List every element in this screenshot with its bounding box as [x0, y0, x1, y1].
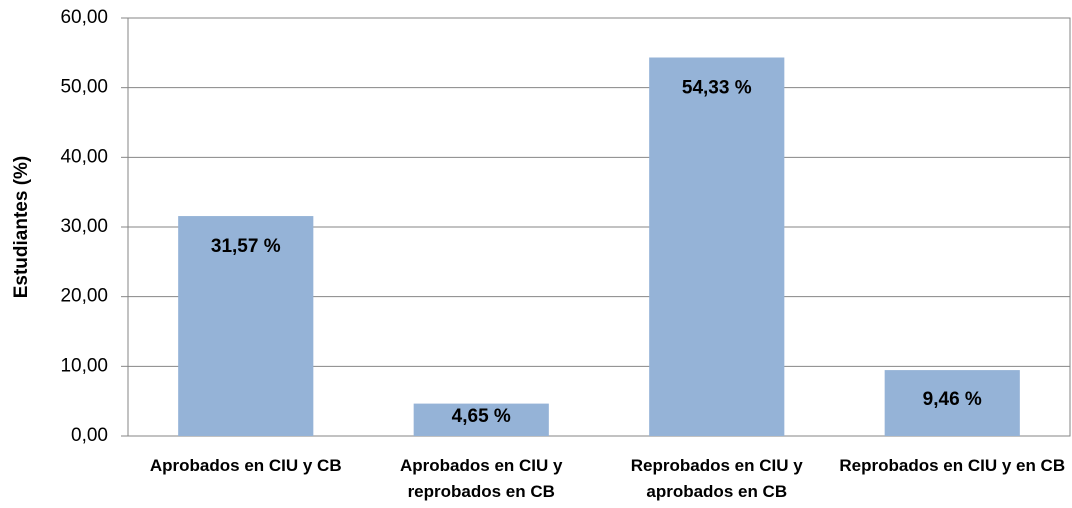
x-tick-label: Reprobados en CIU y en CB — [839, 456, 1066, 475]
y-tick-label: 0,00 — [71, 425, 108, 446]
y-tick-label: 20,00 — [60, 286, 108, 307]
data-label: 54,33 % — [682, 78, 752, 99]
x-tick-label: Aprobados en CIU y reprobados en CB — [400, 456, 563, 501]
y-tick-label: 10,00 — [60, 355, 108, 376]
bar — [413, 403, 549, 436]
bar — [178, 216, 314, 436]
y-tick-label: 40,00 — [60, 146, 108, 167]
y-tick-label: 30,00 — [60, 216, 108, 237]
bar — [649, 57, 785, 436]
y-tick-label: 50,00 — [60, 77, 108, 98]
x-tick-label: Aprobados en CIU y CB — [149, 456, 342, 475]
plot-border — [127, 17, 1071, 437]
y-tick-label: 60,00 — [60, 7, 108, 28]
data-label: 4,65 % — [452, 406, 511, 427]
x-tick-label: Reprobados en CIU y aprobados en CB — [630, 456, 803, 501]
bar — [884, 370, 1020, 436]
y-axis-label: Estudiantes (%) — [11, 156, 32, 299]
data-label: 31,57 % — [211, 236, 281, 257]
data-label: 9,46 % — [923, 389, 982, 410]
